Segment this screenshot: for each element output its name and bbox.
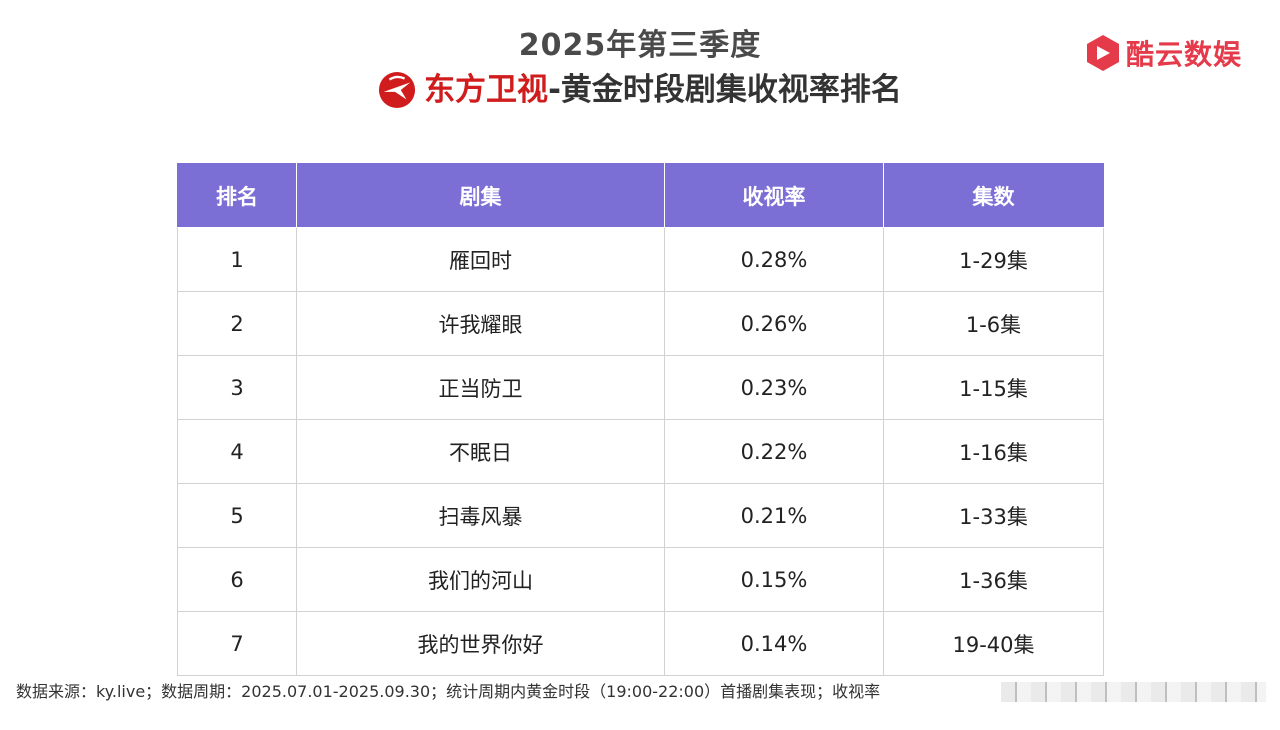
episodes-cell: 1-16集 [883,419,1104,484]
rating-cell: 0.21% [664,483,884,548]
title-cell: 雁回时 [296,227,665,292]
rating-cell: 0.26% [664,291,884,356]
rank-cell: 1 [177,227,297,292]
title-cell: 许我耀眼 [296,291,665,356]
episodes-cell: 1-33集 [883,483,1104,548]
title-cell: 我们的河山 [296,547,665,612]
rank-cell: 6 [177,547,297,612]
table-row: 3 正当防卫 0.23% 1-15集 [177,355,1104,420]
rating-cell: 0.14% [664,611,884,676]
table-row: 4 不眠日 0.22% 1-16集 [177,419,1104,484]
rank-cell: 5 [177,483,297,548]
episodes-cell: 1-29集 [883,227,1104,292]
episodes-cell: 1-15集 [883,355,1104,420]
rating-cell: 0.22% [664,419,884,484]
dragon-tv-logo-icon [379,71,416,109]
rank-cell: 4 [177,419,297,484]
table-header-row: 排名 剧集 收视率 集数 [177,163,1104,228]
brand-name: 酷云数娱 [1125,38,1242,71]
rating-cell: 0.23% [664,355,884,420]
ratings-table: 排名 剧集 收视率 集数 1 雁回时 0.28% 1-29集 2 许我耀眼 0.… [177,163,1104,676]
column-header-rank: 排名 [177,163,297,228]
title-cell: 我的世界你好 [296,611,665,676]
header: 2025年第三季度 东方卫视 -黄金时段剧集收视率排名 [0,26,1280,112]
table-row: 1 雁回时 0.28% 1-29集 [177,227,1104,292]
title-cell: 不眠日 [296,419,665,484]
table-row: 7 我的世界你好 0.14% 19-40集 [177,611,1104,676]
redacted-overlay [1001,682,1266,702]
rank-cell: 3 [177,355,297,420]
rank-cell: 2 [177,291,297,356]
episodes-cell: 19-40集 [883,611,1104,676]
source-note-text: 数据来源：ky.live；数据周期：2025.07.01-2025.09.30；… [16,682,881,701]
page-title-period: 2025年第三季度 [518,28,762,63]
page-title-text: -黄金时段剧集收视率排名 [548,72,902,108]
column-header-episodes: 集数 [883,163,1104,228]
table-row: 6 我们的河山 0.15% 1-36集 [177,547,1104,612]
column-header-title: 剧集 [296,163,665,228]
page-title: 东方卫视 -黄金时段剧集收视率排名 [0,68,1280,112]
table-row: 2 许我耀眼 0.26% 1-6集 [177,291,1104,356]
rating-cell: 0.28% [664,227,884,292]
rank-cell: 7 [177,611,297,676]
rating-cell: 0.15% [664,547,884,612]
brand-logo: 酷云数娱 [1086,33,1242,73]
title-cell: 正当防卫 [296,355,665,420]
kuyun-logo-icon [1086,35,1119,71]
episodes-cell: 1-36集 [883,547,1104,612]
channel-name: 东方卫视 [424,72,549,108]
source-note: 数据来源：ky.live；数据周期：2025.07.01-2025.09.30；… [16,680,1266,704]
episodes-cell: 1-6集 [883,291,1104,356]
column-header-rating: 收视率 [664,163,884,228]
title-cell: 扫毒风暴 [296,483,665,548]
table-row: 5 扫毒风暴 0.21% 1-33集 [177,483,1104,548]
